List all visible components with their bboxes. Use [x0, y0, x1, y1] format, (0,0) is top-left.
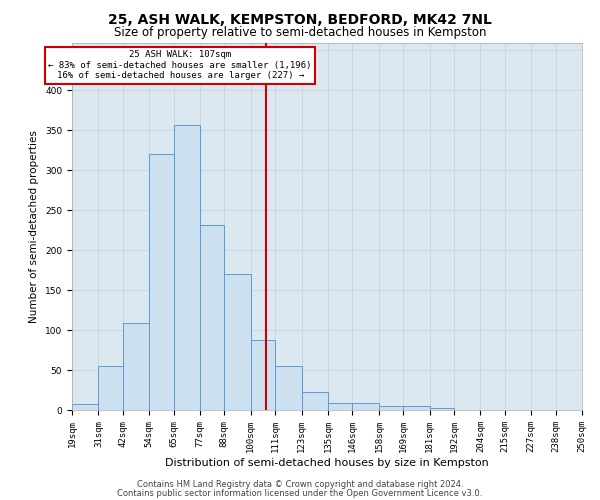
Y-axis label: Number of semi-detached properties: Number of semi-detached properties [29, 130, 40, 322]
Bar [123, 323, 149, 410]
Text: 25 ASH WALK: 107sqm
← 83% of semi-detached houses are smaller (1,196)
16% of sem: 25 ASH WALK: 107sqm ← 83% of semi-detach… [49, 50, 312, 80]
Text: Contains HM Land Registry data © Crown copyright and database right 2024.: Contains HM Land Registry data © Crown c… [137, 480, 463, 489]
Bar [275, 366, 302, 410]
Bar [430, 408, 454, 410]
Bar [379, 406, 403, 410]
Bar [352, 403, 379, 410]
Bar [224, 274, 251, 410]
Text: Size of property relative to semi-detached houses in Kempston: Size of property relative to semi-detach… [114, 26, 486, 39]
Bar [251, 340, 275, 410]
Bar [149, 154, 173, 410]
Bar [200, 226, 224, 410]
Bar [173, 125, 200, 410]
Text: Contains public sector information licensed under the Open Government Licence v3: Contains public sector information licen… [118, 489, 482, 498]
Bar [403, 406, 430, 410]
Bar [98, 366, 123, 410]
Bar [328, 403, 352, 410]
Bar [72, 404, 98, 410]
Bar [302, 392, 328, 410]
Text: 25, ASH WALK, KEMPSTON, BEDFORD, MK42 7NL: 25, ASH WALK, KEMPSTON, BEDFORD, MK42 7N… [108, 12, 492, 26]
X-axis label: Distribution of semi-detached houses by size in Kempston: Distribution of semi-detached houses by … [165, 458, 489, 468]
